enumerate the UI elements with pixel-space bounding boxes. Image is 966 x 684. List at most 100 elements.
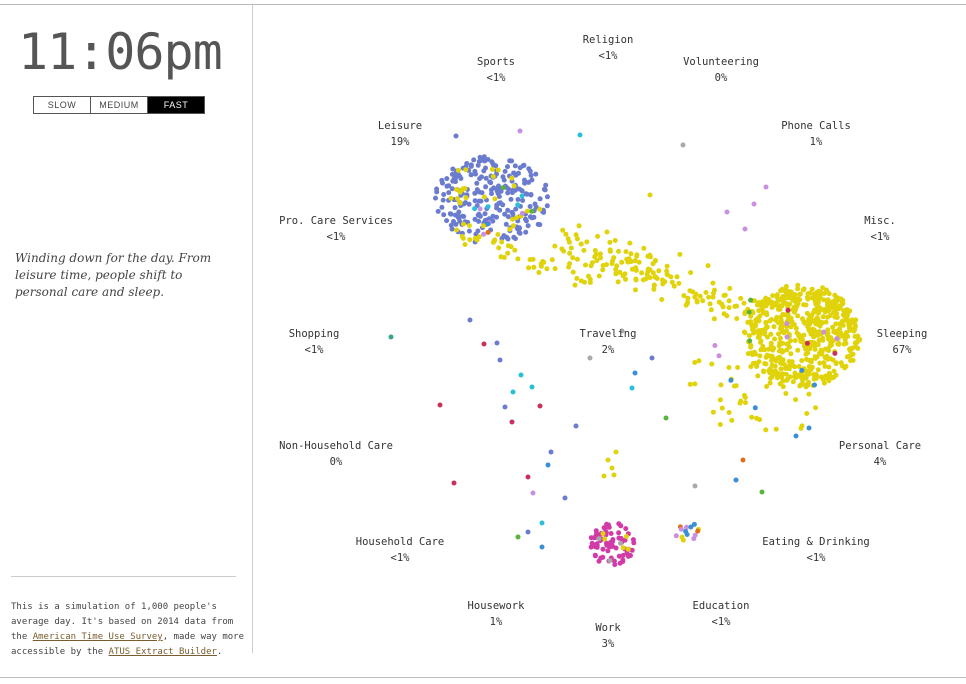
leisure-dot bbox=[519, 193, 525, 199]
speed-slow-button[interactable]: SLOW bbox=[34, 97, 90, 113]
activity-name: Shopping bbox=[288, 328, 340, 340]
sleeping-dot bbox=[795, 313, 801, 319]
traveling-dot bbox=[651, 283, 657, 288]
traveling-dot bbox=[703, 290, 709, 295]
leisure-dot bbox=[489, 191, 494, 197]
speed-medium-button[interactable]: MEDIUM bbox=[90, 97, 147, 113]
cyan-dot bbox=[518, 372, 524, 378]
work-dot bbox=[608, 540, 613, 545]
sleeping-dot bbox=[770, 293, 776, 299]
traveling-dot bbox=[566, 264, 572, 270]
top-rule bbox=[0, 4, 966, 5]
label-leisure: Leisure 19% bbox=[378, 118, 422, 150]
traveling-dot bbox=[632, 258, 638, 264]
leisure-dot bbox=[485, 221, 491, 227]
leisure-dot bbox=[508, 196, 514, 202]
activity-name: Phone Calls bbox=[781, 120, 851, 132]
leisure-dot bbox=[489, 166, 495, 172]
traveling-dot bbox=[566, 239, 572, 245]
personal-care-dot bbox=[793, 397, 799, 403]
care-dot bbox=[632, 370, 638, 376]
label-work: Work 3% bbox=[595, 620, 620, 652]
activity-pct: <1% bbox=[806, 552, 826, 564]
traveling-dot bbox=[623, 276, 628, 282]
leisure-dot bbox=[466, 223, 472, 228]
traveling-dot bbox=[722, 292, 728, 298]
sleeping-dot bbox=[781, 300, 787, 306]
atus-link[interactable]: American Time Use Survey bbox=[32, 632, 163, 642]
traveling-dot bbox=[617, 269, 623, 275]
speed-fast-button[interactable]: FAST bbox=[147, 97, 204, 113]
leisure-dot bbox=[472, 198, 478, 204]
personal-care-dot bbox=[799, 423, 805, 429]
traveling-dot bbox=[650, 261, 656, 267]
traveling-dot bbox=[633, 265, 639, 271]
teal-dot bbox=[388, 334, 394, 340]
traveling-dot bbox=[612, 238, 618, 243]
sleeping-dot bbox=[788, 351, 794, 357]
activity-name: Volunteering bbox=[683, 56, 759, 68]
traveling-dot bbox=[607, 239, 613, 245]
sleeping-dot bbox=[808, 316, 814, 322]
atus-extract-builder-link[interactable]: ATUS Extract Builder bbox=[108, 647, 217, 657]
leisure-dot bbox=[511, 183, 517, 189]
leisure-dot bbox=[468, 162, 474, 168]
leisure-dot bbox=[483, 175, 489, 181]
sleeping-dot bbox=[826, 364, 832, 370]
leisure-dot bbox=[483, 165, 488, 171]
sleeping-dot bbox=[817, 360, 823, 366]
green-dot bbox=[759, 489, 765, 495]
work-dot bbox=[606, 544, 612, 549]
leisure-dot bbox=[517, 230, 523, 236]
leisure-dot bbox=[513, 206, 519, 212]
traveling-dot bbox=[508, 244, 514, 250]
sleeping-dot bbox=[604, 229, 610, 235]
traveling-dot bbox=[613, 267, 619, 272]
sleeping-dot bbox=[830, 324, 836, 330]
sleeping-dot bbox=[795, 347, 801, 353]
sleeping-dot bbox=[802, 320, 808, 326]
personal-care-dot bbox=[763, 427, 769, 433]
sleeping-dot bbox=[778, 314, 784, 320]
sleeping-dot bbox=[791, 322, 797, 327]
traveling-dot bbox=[645, 253, 651, 259]
label-education: Education <1% bbox=[693, 598, 750, 630]
label-misc: Misc. <1% bbox=[864, 213, 896, 245]
traveling-dot bbox=[552, 243, 558, 249]
leisure-dot bbox=[452, 205, 458, 211]
sleeping-dot bbox=[823, 319, 829, 325]
traveling-dot bbox=[636, 259, 642, 265]
sleeping-dot bbox=[817, 293, 823, 299]
activity-pct: <1% bbox=[326, 231, 346, 243]
traveling-dot bbox=[476, 234, 482, 240]
leisure-dot bbox=[525, 529, 531, 535]
personal-care-dot bbox=[692, 360, 698, 365]
sleeping-dot bbox=[821, 297, 827, 303]
traveling-dot bbox=[759, 303, 765, 308]
traveling-dot bbox=[752, 298, 757, 304]
footer-text-2: , made way more accessible by the bbox=[11, 632, 245, 657]
sleeping-dot bbox=[827, 337, 833, 343]
sleeping-dot bbox=[774, 356, 780, 362]
leisure-dot bbox=[541, 209, 547, 215]
traveling-dot bbox=[734, 316, 740, 322]
personal-care-dot bbox=[779, 360, 785, 366]
leisure-dot bbox=[486, 216, 492, 222]
eating-dot bbox=[691, 521, 697, 527]
leisure-dot bbox=[485, 204, 491, 210]
misc-dot bbox=[517, 128, 523, 134]
sleeping-dot bbox=[815, 341, 821, 347]
personal-care-dot bbox=[737, 400, 743, 406]
leisure-dot bbox=[457, 189, 463, 195]
sleeping-dot bbox=[745, 351, 751, 357]
misc-dot bbox=[763, 184, 769, 190]
label-housework: Housework 1% bbox=[468, 598, 525, 630]
sleeping-dot bbox=[847, 346, 852, 352]
sleeping-dot bbox=[805, 296, 811, 302]
leisure-dot bbox=[495, 232, 501, 237]
traveling-dot bbox=[536, 270, 542, 275]
traveling-dot bbox=[568, 245, 574, 251]
leisure-dot bbox=[448, 222, 454, 228]
traveling-dot bbox=[604, 262, 609, 268]
sleeping-dot bbox=[841, 308, 847, 314]
